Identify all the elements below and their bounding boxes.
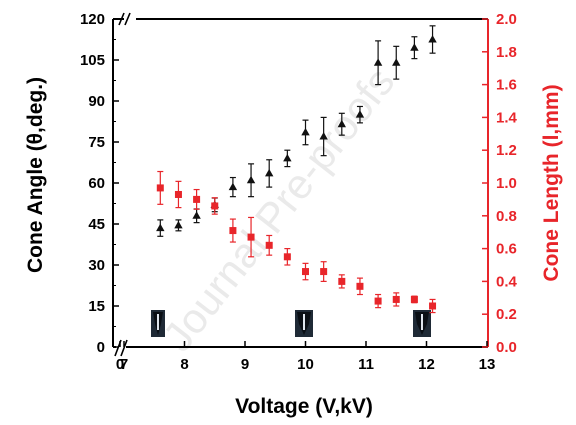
x-tick-label: 10 — [297, 356, 314, 373]
y-left-ticks: 0 15 30 45 60 75 90 105 120 — [80, 11, 119, 356]
y2-tick-label: 0.2 — [496, 306, 517, 323]
y-left-axis-title: Cone Angle (θ,deg.) — [24, 77, 47, 273]
y2-tick-label: 1.2 — [496, 142, 517, 159]
angle-point — [228, 182, 238, 191]
length-point — [283, 253, 291, 261]
axis-break-marks — [114, 12, 131, 357]
x-tick-label: 11 — [358, 356, 374, 373]
x-tick-label: 13 — [479, 356, 496, 373]
length-point — [229, 227, 237, 235]
angle-point — [265, 168, 274, 177]
angle-point — [373, 58, 383, 66]
y2-tick-label: 0.8 — [496, 208, 517, 225]
length-point — [247, 233, 255, 241]
angle-point — [156, 223, 165, 232]
angle-point — [301, 127, 310, 136]
angle-point — [174, 220, 183, 229]
axis-break-mark — [120, 339, 128, 357]
length-point — [156, 184, 164, 192]
y2-tick-label: 0.4 — [496, 273, 518, 290]
length-point — [265, 241, 273, 249]
y2-tick-label: 1.0 — [496, 175, 517, 192]
x-tick-label: 12 — [418, 356, 435, 373]
length-point — [429, 302, 437, 310]
length-point — [302, 268, 309, 276]
y-tick-label: 120 — [80, 11, 105, 28]
axis-break-mark — [118, 12, 125, 26]
x-tick-label: 7 — [120, 356, 128, 373]
y2-tick-label: 1.4 — [496, 109, 518, 126]
y-tick-label: 30 — [88, 257, 105, 274]
angle-point — [392, 58, 401, 66]
length-point — [374, 297, 382, 305]
y-tick-label: 45 — [88, 216, 105, 233]
angle-point — [355, 110, 365, 118]
y-tick-label: 105 — [80, 52, 105, 69]
length-point — [410, 295, 418, 303]
length-point — [338, 277, 346, 285]
data-marks — [156, 25, 437, 314]
y-tick-label: 75 — [88, 134, 105, 151]
y-tick-label: 0 — [97, 339, 105, 356]
angle-point — [319, 132, 328, 140]
cone-inset — [151, 310, 165, 337]
cone-inset — [295, 310, 313, 337]
x-tick-label: 8 — [180, 356, 188, 373]
x-tick-label: 0 — [116, 356, 124, 373]
x-tick-label: 9 — [241, 356, 249, 373]
y-tick-label: 90 — [88, 93, 105, 110]
x-ticks: 07 8 9 10 11 12 13 — [116, 341, 496, 373]
cone-inset — [413, 310, 431, 337]
angle-point — [428, 35, 437, 43]
angle-point — [192, 211, 201, 219]
y-right-ticks: 0.0 0.2 0.4 0.6 0.8 1.0 1.2 1.4 1.6 1.8 2.0 — [482, 11, 518, 356]
watermark: Journal Pre-proofs — [154, 58, 404, 359]
y2-tick-label: 2.0 — [496, 11, 517, 28]
length-point — [320, 268, 328, 276]
angle-point — [410, 43, 419, 51]
length-point — [211, 202, 219, 210]
y2-tick-label: 1.6 — [496, 77, 517, 94]
length-point — [193, 195, 201, 203]
length-point — [356, 282, 364, 290]
y-tick-label: 60 — [88, 175, 105, 192]
y2-tick-label: 1.8 — [496, 44, 517, 61]
y-tick-label: 15 — [88, 298, 105, 315]
y2-tick-label: 0.0 — [496, 339, 517, 356]
length-point — [174, 190, 182, 198]
y-right-axis-title: Cone Length (l,mm) — [540, 84, 563, 281]
cone-image-insets — [151, 310, 431, 337]
angle-point — [283, 153, 292, 162]
length-point — [392, 295, 400, 303]
axis-break-mark — [124, 12, 131, 26]
x-axis-title: Voltage (V,kV) — [235, 395, 373, 418]
y2-tick-label: 0.6 — [496, 241, 517, 258]
angle-point — [246, 175, 256, 184]
angle-point — [337, 119, 346, 128]
